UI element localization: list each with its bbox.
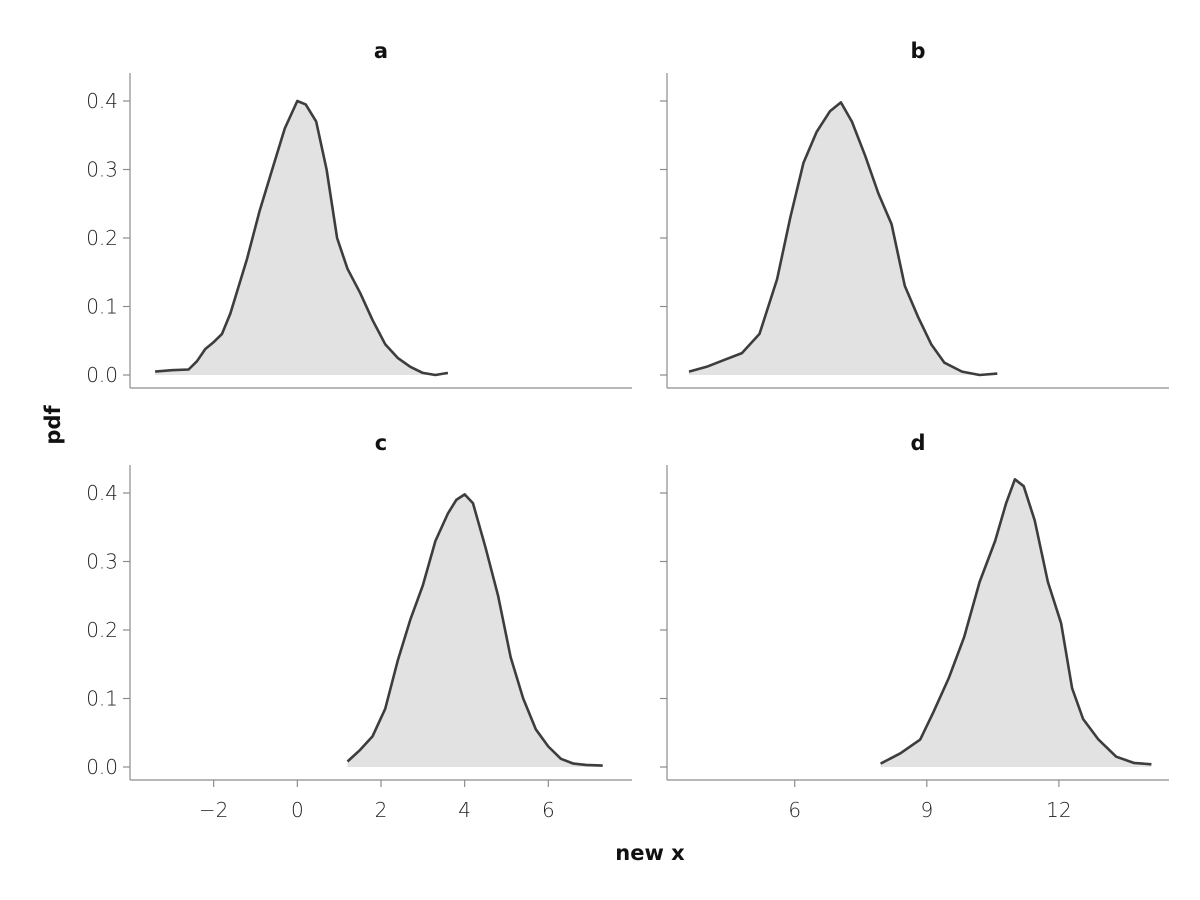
panel-title: c [375, 431, 387, 455]
panel-title: b [910, 39, 925, 63]
x-tick-label: 2 [375, 798, 388, 822]
y-tick-label: 0.2 [86, 618, 118, 642]
panel-title: d [910, 431, 925, 455]
density-line [880, 478, 1152, 766]
x-tick-label: 9 [920, 798, 933, 822]
panel-a: a 0.0 0.1 0.2 0.3 0.4 [86, 39, 632, 389]
y-tick-label: 0.1 [86, 295, 118, 319]
density-area [689, 102, 998, 376]
density-line [154, 99, 449, 377]
x-axis-title: new x [615, 841, 685, 865]
x-tick-label: 0 [291, 798, 304, 822]
density-line [346, 493, 603, 767]
y-tick-label: 0.0 [86, 363, 118, 387]
panel-c: c 0.0 0.1 0.2 0.3 0.4 −2 0 2 4 6 [86, 431, 632, 822]
x-tick-label: −2 [199, 798, 228, 822]
panel-d: d 6 9 12 [660, 431, 1169, 822]
y-tick-label: 0.2 [86, 226, 118, 250]
y-tick-label: 0.0 [86, 755, 118, 779]
x-tick-label: 6 [542, 798, 555, 822]
y-tick-label: 0.4 [86, 89, 118, 113]
panel-title: a [374, 39, 388, 63]
x-tick-label: 6 [788, 798, 801, 822]
x-tick-label: 12 [1046, 798, 1071, 822]
y-tick-label: 0.4 [86, 481, 118, 505]
y-tick-label: 0.3 [86, 550, 118, 574]
y-tick-label: 0.3 [86, 158, 118, 182]
y-tick-label: 0.1 [86, 687, 118, 711]
density-area [155, 101, 448, 375]
density-area [880, 479, 1152, 767]
density-line [688, 101, 998, 377]
x-tick-label: 4 [458, 798, 471, 822]
panel-b: b [660, 39, 1169, 389]
y-axis-title: pdf [41, 405, 65, 445]
density-area [347, 494, 603, 767]
